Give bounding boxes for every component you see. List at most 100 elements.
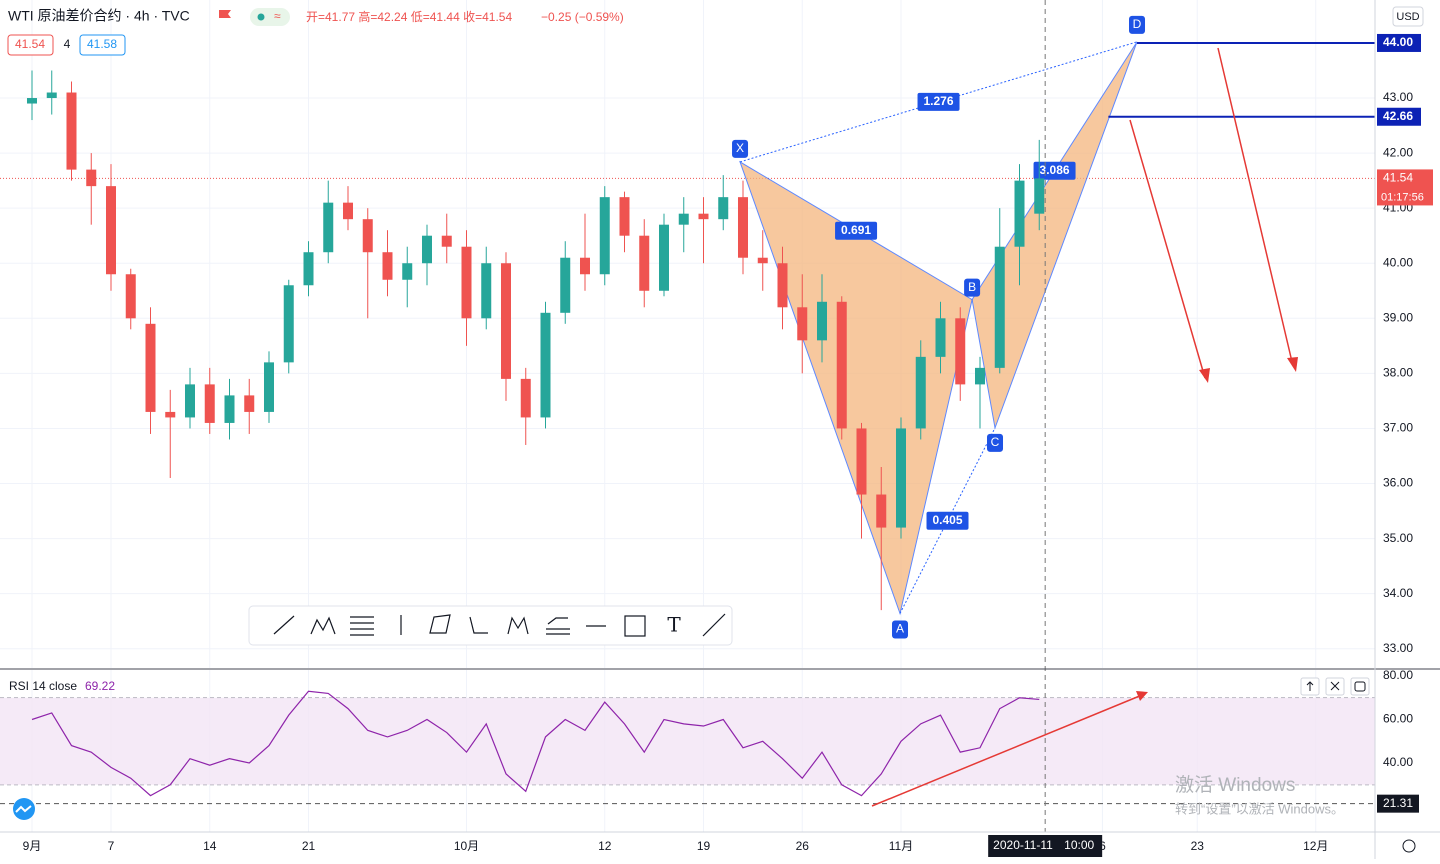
rsi-pane — [0, 690, 1375, 805]
bid: 41.54 — [15, 37, 45, 51]
x-tick-label: 9月 — [23, 839, 42, 853]
x-tick-label: 12 — [598, 839, 612, 853]
cursor-box — [1377, 794, 1419, 813]
candle-body — [1034, 178, 1045, 214]
rsi-tick-label: 80.00 — [1383, 668, 1413, 682]
candle-body — [66, 92, 77, 170]
candle-body — [816, 301, 827, 341]
btn-close-icon — [1330, 681, 1340, 691]
status[interactable] — [250, 8, 290, 26]
settings[interactable] — [1402, 839, 1416, 853]
last-price-box — [1377, 169, 1433, 206]
change: −0.25 (−0.59%) — [541, 10, 624, 24]
x-tick-label: 12月 — [1303, 839, 1328, 853]
arrow — [871, 694, 1143, 807]
candle-body — [323, 202, 334, 253]
tool-rect-rot[interactable] — [429, 614, 451, 634]
y-tick-label: 38.00 — [1383, 366, 1413, 380]
x-tick-label: 11月 — [889, 839, 913, 853]
currency-box[interactable] — [1392, 6, 1424, 27]
tool-rect[interactable] — [624, 615, 646, 637]
cursor-label: 21.31 — [1383, 796, 1413, 810]
btn-max[interactable] — [1350, 677, 1370, 696]
tool-fib[interactable] — [350, 616, 374, 636]
ask-box[interactable] — [79, 34, 126, 56]
rsi-title: RSI 14 close — [9, 679, 77, 693]
rsi-band — [0, 697, 1375, 785]
candle-body — [915, 356, 926, 429]
flag[interactable] — [219, 10, 231, 18]
arrow-head — [1136, 691, 1148, 701]
candle-body — [698, 213, 709, 220]
candle-body — [520, 378, 531, 418]
ratio-box — [835, 221, 878, 240]
candle-body — [105, 186, 116, 275]
candle-body — [184, 384, 195, 418]
ratio-box — [926, 511, 969, 530]
tool-fan[interactable] — [546, 617, 570, 635]
candle-body — [362, 219, 373, 253]
ratio-label: 0.691 — [841, 223, 871, 237]
candle-body — [777, 263, 788, 308]
point-box — [987, 433, 1004, 452]
pattern: 1.276 0.691 0.405 3.086 X A B C D — [732, 15, 1375, 639]
tool-xabcd[interactable] — [507, 616, 529, 635]
x-tick-label: 19 — [697, 839, 711, 853]
tool-angle[interactable] — [469, 616, 488, 634]
rsi-tick-label: 60.00 — [1383, 712, 1413, 726]
y-tick-label: 40.00 — [1383, 255, 1413, 269]
y-tick-label: 39.00 — [1383, 310, 1413, 324]
candle-body — [244, 395, 255, 412]
drawing-toolbar: T — [248, 605, 733, 646]
crosshair-time: 10:00 — [1064, 838, 1094, 852]
candle-body — [540, 312, 551, 418]
rsi-value: 69.22 — [85, 679, 115, 693]
point-label: C — [991, 435, 1000, 449]
candle-body — [402, 263, 413, 280]
candle-body — [46, 92, 57, 99]
candle-body — [165, 411, 176, 418]
candle-body — [342, 202, 353, 220]
x-tick-label: 26 — [796, 839, 810, 853]
x-tick-label: 23 — [1191, 839, 1205, 853]
candle-body — [757, 257, 768, 264]
countdown: 01:17:56 — [1381, 191, 1424, 203]
candle-body — [737, 197, 748, 258]
candle-body — [204, 384, 215, 423]
logo-icon — [15, 805, 32, 813]
candle-body — [876, 494, 887, 528]
ratio-label: 3.086 — [1040, 163, 1070, 177]
x-tick-label: 21 — [302, 839, 316, 853]
candle-body — [303, 252, 314, 286]
ratio-box — [917, 92, 960, 111]
point-label: A — [896, 622, 904, 636]
candle-body — [500, 263, 511, 379]
tool-text[interactable]: T — [667, 613, 681, 637]
btn-up-icon — [1306, 681, 1314, 691]
tool-ray[interactable] — [702, 613, 726, 637]
tool-pattern[interactable] — [310, 616, 336, 635]
watermark-subtitle: 转到“设置”以激活 Windows。 — [1175, 801, 1344, 816]
tool-trend[interactable] — [273, 615, 295, 635]
bid-box[interactable] — [7, 34, 54, 56]
spread: 4 — [64, 37, 71, 51]
y-tick-label: 35.00 — [1383, 531, 1413, 545]
candle-body — [895, 428, 906, 528]
crosshair-box — [988, 835, 1103, 857]
point-label: X — [736, 141, 744, 155]
last-price-label: 41.54 — [1383, 171, 1413, 185]
candle-body — [283, 285, 294, 363]
axes: 9月 7 14 21 10月 12 19 26 11月 6 23 12月 33.00 34.00 35.00… — [9, 33, 1433, 857]
ohlc: 开=41.77 高=42.24 低=41.44 收=41.54 — [306, 9, 512, 24]
y-tick-label: 34.00 — [1383, 586, 1413, 600]
candle-body — [955, 318, 966, 385]
candle-body — [382, 252, 393, 280]
arrow — [1129, 119, 1206, 379]
btn-max-icon — [1354, 681, 1366, 692]
rsi-line — [31, 690, 1040, 797]
rsi-tick-label: 40.00 — [1383, 755, 1413, 769]
candle-body — [639, 235, 650, 291]
candle-body — [86, 169, 97, 187]
overlay — [871, 0, 1298, 832]
